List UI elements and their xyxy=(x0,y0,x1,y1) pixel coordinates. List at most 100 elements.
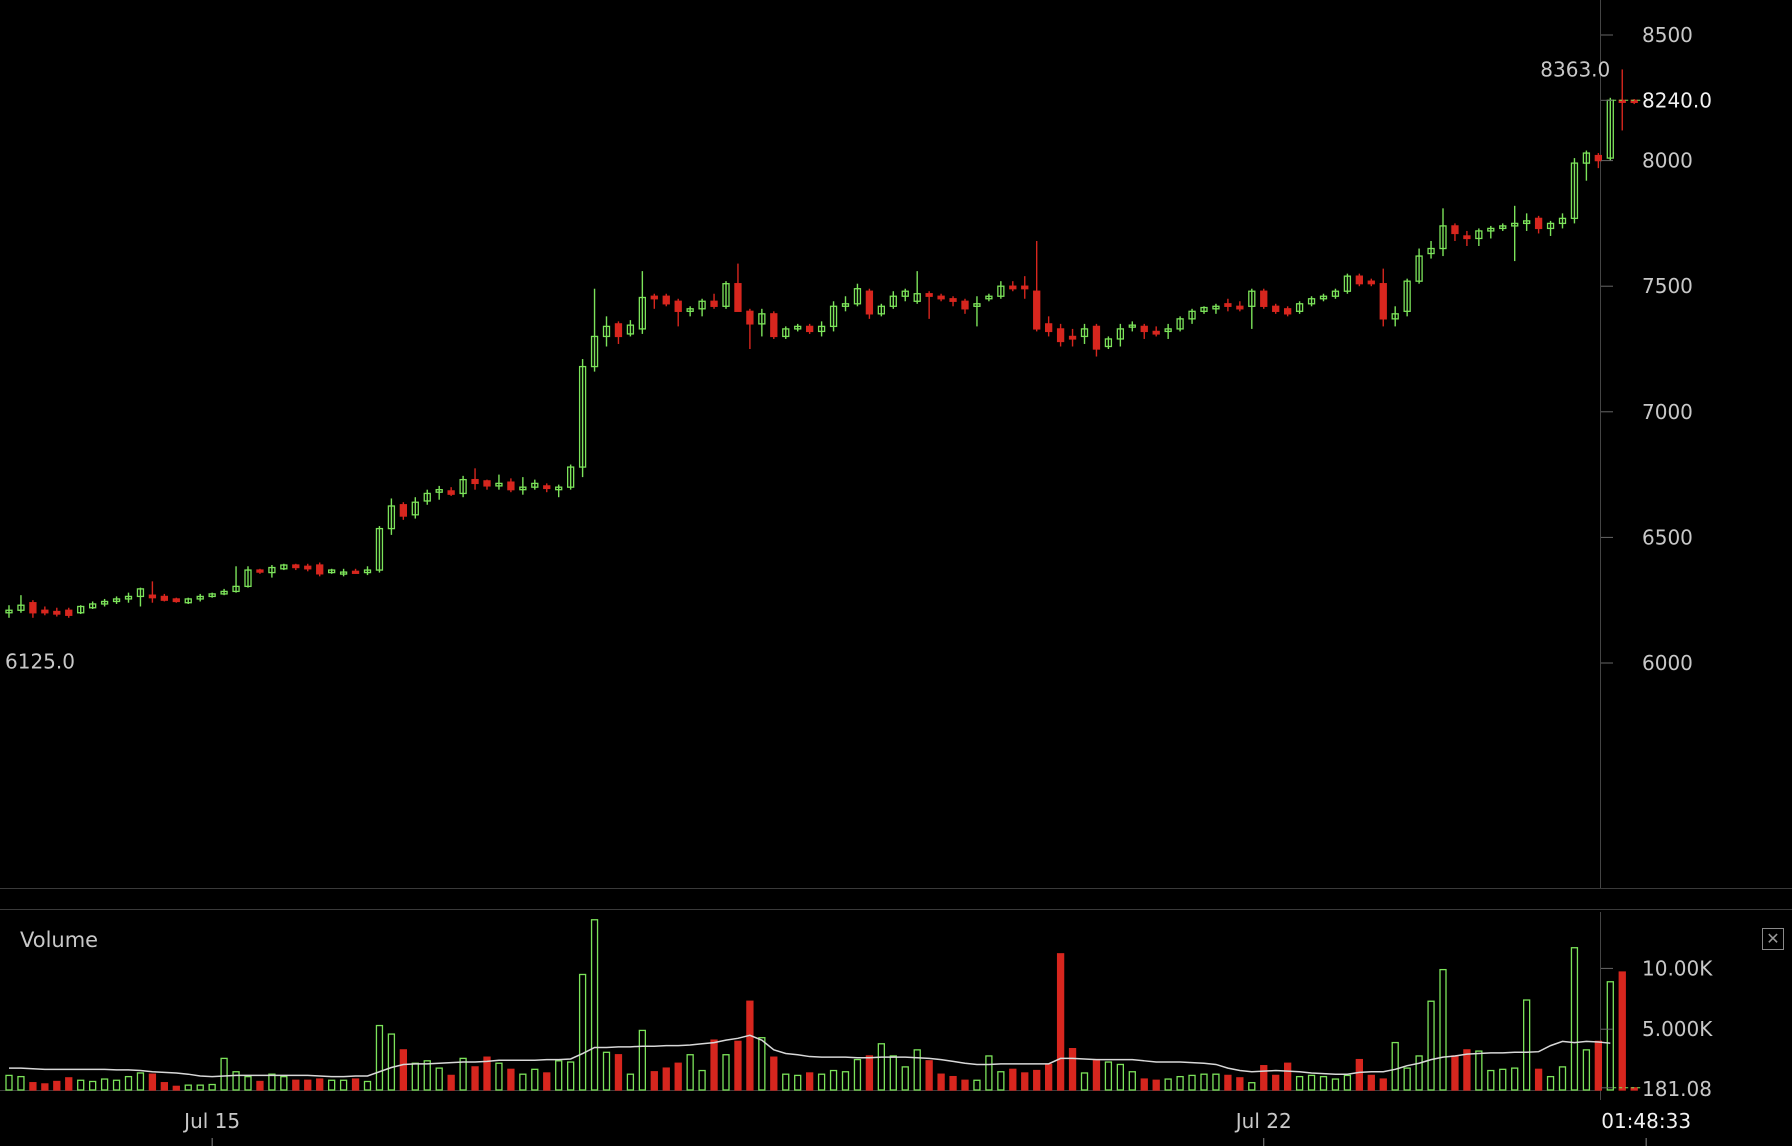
volume-bar xyxy=(5,1074,13,1091)
volume-bar xyxy=(65,1077,73,1091)
volume-bar xyxy=(590,919,599,1091)
candle-down xyxy=(1272,305,1280,312)
volume-bar xyxy=(614,1054,623,1091)
volume-bar xyxy=(112,1079,121,1091)
volume-bar xyxy=(578,973,587,1091)
volume-bar xyxy=(961,1079,969,1091)
volume-bar xyxy=(148,1073,157,1091)
candle-up xyxy=(89,603,97,609)
candle-up xyxy=(375,527,384,571)
volume-bar xyxy=(1236,1077,1244,1091)
volume-bar xyxy=(1140,1078,1148,1091)
candle-up xyxy=(459,478,467,495)
candle-down xyxy=(53,610,61,615)
candle-down xyxy=(925,293,933,297)
price-tick-label: 6000 xyxy=(1642,651,1693,675)
candle-down xyxy=(29,602,37,614)
volume-bar xyxy=(244,1075,252,1091)
current-time-label: 01:48:33 xyxy=(1601,1109,1691,1133)
candle-down xyxy=(65,609,73,616)
price-tick-label: 6500 xyxy=(1642,525,1693,549)
volume-bar xyxy=(77,1079,85,1091)
candle-up xyxy=(794,325,802,330)
candle-down xyxy=(256,569,264,573)
volume-bar xyxy=(662,1067,670,1091)
candle-up xyxy=(1391,313,1399,320)
volume-bar xyxy=(734,1040,742,1091)
volume-bar xyxy=(1272,1074,1280,1091)
volume-bar xyxy=(280,1075,288,1091)
volume-bar xyxy=(100,1078,109,1091)
candle-down xyxy=(1021,285,1029,290)
volume-bar xyxy=(387,1033,396,1091)
candle-down xyxy=(650,295,658,300)
candle-down xyxy=(399,504,408,517)
candle-up xyxy=(1523,220,1531,225)
candle-up xyxy=(829,305,838,328)
candle-up xyxy=(387,505,396,530)
volume-bar xyxy=(1104,1061,1113,1091)
candle-up xyxy=(1558,217,1567,225)
volume-bar xyxy=(124,1075,133,1091)
volume-bar xyxy=(746,1000,754,1091)
volume-bar xyxy=(519,1073,527,1091)
candle-down xyxy=(1284,308,1292,315)
candle-up xyxy=(1403,280,1411,312)
volume-bar xyxy=(268,1073,276,1091)
volume-bar xyxy=(1307,1074,1316,1091)
candle-down xyxy=(1092,325,1101,350)
candle-up xyxy=(1176,318,1184,330)
candle-up xyxy=(220,590,228,595)
candle-up xyxy=(423,492,431,502)
candle-up xyxy=(817,325,826,333)
volume-bar xyxy=(722,1054,730,1091)
candle-up xyxy=(698,300,706,310)
volume-bar xyxy=(1212,1073,1220,1091)
volume-bar xyxy=(1511,1067,1519,1091)
volume-bar xyxy=(949,1075,957,1091)
volume-bar xyxy=(913,1049,921,1091)
candle-down xyxy=(304,565,312,570)
candle-down xyxy=(351,570,360,574)
volume-bar xyxy=(1009,1068,1017,1091)
volume-bar xyxy=(794,1074,802,1091)
volume-bar xyxy=(459,1057,467,1091)
volume-bar xyxy=(495,1062,503,1091)
volume-bar xyxy=(172,1085,180,1091)
candle-up xyxy=(1427,247,1435,255)
candle-down xyxy=(1140,325,1148,333)
volume-bar xyxy=(973,1079,981,1091)
candle-down xyxy=(447,490,455,495)
volume-bar xyxy=(327,1079,336,1091)
volume-bar xyxy=(316,1078,324,1091)
candle-up xyxy=(1475,230,1483,240)
volume-bar xyxy=(1355,1058,1363,1091)
volume-bar xyxy=(1284,1062,1292,1091)
candle-up xyxy=(435,489,443,493)
candle-down xyxy=(734,283,742,312)
candle-up xyxy=(1116,328,1124,340)
candle-down xyxy=(1224,303,1232,307)
candle-down xyxy=(710,300,718,307)
price-tick-label: 8500 xyxy=(1642,23,1693,47)
candle-up xyxy=(519,486,527,491)
candle-down xyxy=(949,298,957,302)
volume-bar xyxy=(1403,1067,1411,1091)
volume-bar xyxy=(1343,1074,1352,1091)
candle-up xyxy=(495,482,503,487)
candle-up xyxy=(1331,290,1340,297)
volume-bar xyxy=(363,1080,372,1091)
volume-bar xyxy=(196,1084,204,1091)
volume-panel-close-button[interactable]: ✕ xyxy=(1762,928,1784,950)
volume-bar xyxy=(1499,1068,1507,1091)
volume-bar xyxy=(698,1069,706,1091)
candle-down xyxy=(292,564,300,569)
volume-bar xyxy=(877,1043,885,1091)
candle-up xyxy=(1499,225,1507,230)
volume-bar xyxy=(1451,1055,1459,1091)
volume-bar xyxy=(1415,1055,1423,1091)
candle-down xyxy=(316,564,324,575)
candle-up xyxy=(136,588,145,598)
